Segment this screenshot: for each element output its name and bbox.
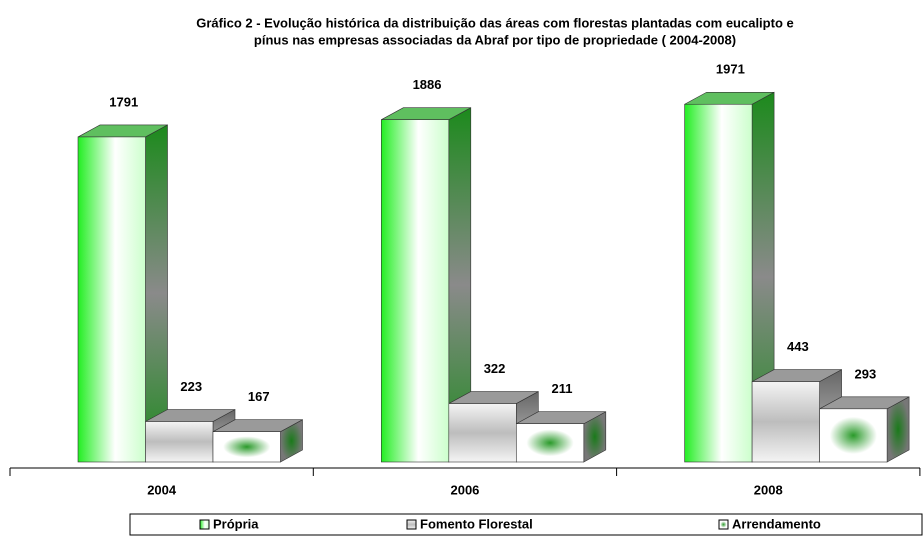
data-label: 293 [854, 366, 876, 381]
bar [448, 403, 517, 463]
legend-swatch [718, 519, 729, 530]
chart-title: Gráfico 2 - Evolução histórica da distri… [196, 15, 793, 30]
data-label: 223 [180, 379, 202, 394]
data-label: 211 [552, 381, 573, 396]
legend [129, 513, 923, 536]
data-label: 1971 [716, 62, 745, 77]
data-label: 443 [787, 339, 809, 354]
chart-title: pínus nas empresas associadas da Abraf p… [254, 32, 736, 47]
legend-swatch [406, 519, 417, 530]
x-tick-label: 2008 [754, 482, 783, 497]
bar [515, 423, 585, 463]
x-tick-label: 2006 [450, 482, 479, 497]
legend-label: Fomento Florestal [420, 516, 533, 531]
legend-swatch [199, 519, 210, 530]
bar [212, 431, 281, 463]
bar [77, 136, 146, 463]
bar [145, 421, 214, 463]
bar [380, 119, 450, 463]
data-label: 167 [248, 389, 270, 404]
bar [751, 381, 820, 463]
bar [819, 408, 888, 463]
legend-label: Arrendamento [732, 516, 821, 531]
data-label: 1886 [413, 77, 442, 92]
x-tick-label: 2004 [147, 482, 177, 497]
bar [684, 103, 753, 463]
data-label: 322 [484, 361, 506, 376]
data-label: 1791 [109, 94, 138, 109]
legend-label: Própria [213, 516, 259, 531]
